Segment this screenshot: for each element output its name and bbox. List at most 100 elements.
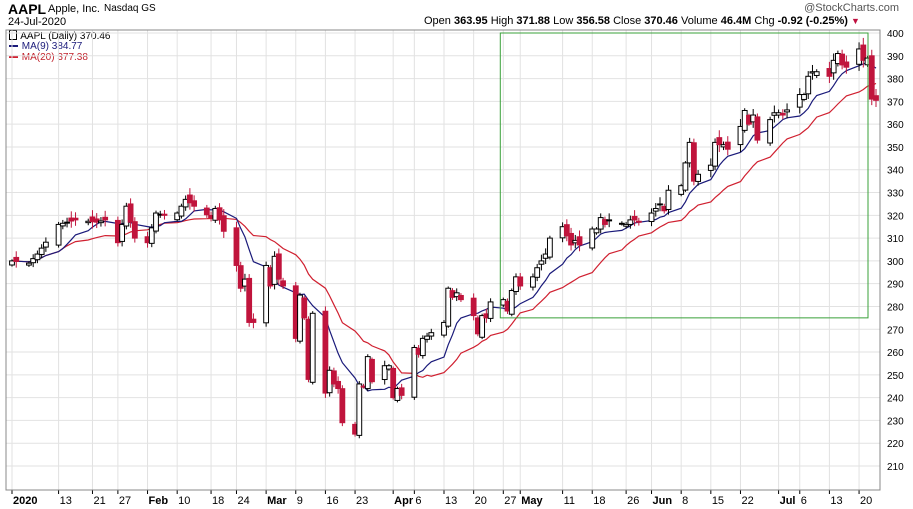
x-tick-label: 6 xyxy=(801,495,807,507)
legend-ma20-label: MA(20) 377.38 xyxy=(21,52,88,63)
candle-body xyxy=(445,287,452,327)
candle-body xyxy=(843,61,850,68)
y-tick-label: 320 xyxy=(887,211,904,222)
candle-body xyxy=(813,71,820,76)
candle-body xyxy=(26,262,32,266)
candle-body xyxy=(246,277,253,323)
x-tick-label: 22 xyxy=(741,495,753,507)
candle-body xyxy=(309,312,316,383)
x-tick-label: Feb xyxy=(149,495,169,507)
y-tick-label: 260 xyxy=(887,348,904,359)
candle-body xyxy=(330,370,337,385)
candle-body xyxy=(390,367,397,399)
candle-body xyxy=(220,215,227,232)
candle-body xyxy=(627,219,634,225)
x-tick-label: Apr xyxy=(394,495,414,507)
x-tick-label: 18 xyxy=(593,495,605,507)
candle-body xyxy=(356,383,363,436)
x-tick-label: 10 xyxy=(178,495,190,507)
candle-body xyxy=(263,264,270,324)
candle-body xyxy=(411,346,418,398)
candle-body xyxy=(398,387,405,396)
candle-body xyxy=(576,236,583,246)
candle-body xyxy=(203,207,210,216)
candle-body xyxy=(335,380,342,390)
company-name: Apple, Inc. xyxy=(48,3,100,15)
candle-body xyxy=(568,232,574,246)
x-tick-label: 24 xyxy=(237,495,249,507)
x-tick-label: Mar xyxy=(267,495,287,507)
candle-body xyxy=(682,162,689,191)
y-tick-label: 220 xyxy=(887,439,904,450)
candle-body xyxy=(428,332,435,337)
candle-body xyxy=(563,224,570,237)
open-value: 363.95 xyxy=(453,15,488,27)
candle-body xyxy=(148,227,155,244)
candle-body xyxy=(127,203,134,223)
x-tick-label: 20 xyxy=(860,495,872,507)
candle-body xyxy=(602,219,608,225)
high-label: High xyxy=(490,15,514,27)
y-tick-label: 250 xyxy=(887,371,904,382)
volume-label: Volume xyxy=(680,15,718,27)
x-tick-label: 2020 xyxy=(13,495,37,507)
candle-body xyxy=(534,267,541,278)
down-arrow-icon: ▼ xyxy=(851,16,860,26)
y-tick-label: 270 xyxy=(887,325,904,336)
low-value: 356.58 xyxy=(576,15,611,27)
high-value: 371.88 xyxy=(516,15,551,27)
candle-body xyxy=(830,59,837,74)
candle-body xyxy=(712,141,718,167)
ohlc-summary: Open 363.95 High 371.88 Low 356.58 Close… xyxy=(424,15,860,27)
candle-body xyxy=(801,94,807,100)
candle-body xyxy=(191,200,198,207)
x-tick-label: Jun xyxy=(653,495,673,507)
watermark: @StockCharts.com xyxy=(804,2,899,14)
candle-body xyxy=(648,212,655,223)
candle-body xyxy=(695,173,702,182)
candle-body xyxy=(38,247,45,255)
candle-body xyxy=(779,112,786,116)
y-tick-label: 330 xyxy=(887,189,904,200)
x-tick-label: 8 xyxy=(682,495,688,507)
x-tick-label: 13 xyxy=(60,495,72,507)
chg-value: -0.92 (-0.25%) xyxy=(777,15,848,27)
candle-body xyxy=(754,116,761,141)
chg-label: Chg xyxy=(754,15,775,27)
candle-body xyxy=(487,301,494,319)
candle-body xyxy=(479,315,486,338)
candle-body xyxy=(301,297,308,319)
candle-body xyxy=(631,215,638,221)
candle-body xyxy=(386,365,392,370)
candle-body xyxy=(13,256,20,262)
candle-body xyxy=(707,164,714,171)
candle-body xyxy=(424,335,430,340)
y-tick-label: 310 xyxy=(887,234,904,245)
candle-body xyxy=(98,220,104,224)
highlight-box xyxy=(499,32,869,319)
candle-body xyxy=(652,207,659,212)
close-label: Close xyxy=(613,15,642,27)
candle-body xyxy=(42,241,49,248)
x-tick-label: 23 xyxy=(356,495,368,507)
open-label: Open xyxy=(424,15,451,27)
x-tick-label: 27 xyxy=(504,495,516,507)
candle-body xyxy=(873,95,879,101)
y-tick-label: 300 xyxy=(887,257,904,268)
candle-body xyxy=(453,292,460,298)
volume-value: 46.4M xyxy=(720,15,752,27)
candle-body xyxy=(546,237,553,258)
x-tick-label: 11 xyxy=(564,495,575,507)
y-tick-label: 380 xyxy=(887,75,904,86)
x-tick-label: 21 xyxy=(93,495,105,507)
x-tick-label: 13 xyxy=(830,495,842,507)
candle-body xyxy=(233,227,240,266)
candle-body xyxy=(59,222,66,227)
candle-body xyxy=(119,223,126,242)
candle-body xyxy=(322,310,329,394)
close-value: 370.46 xyxy=(644,15,678,27)
candle-body xyxy=(530,276,536,288)
candle-body xyxy=(470,297,477,317)
candle-body xyxy=(796,94,803,108)
